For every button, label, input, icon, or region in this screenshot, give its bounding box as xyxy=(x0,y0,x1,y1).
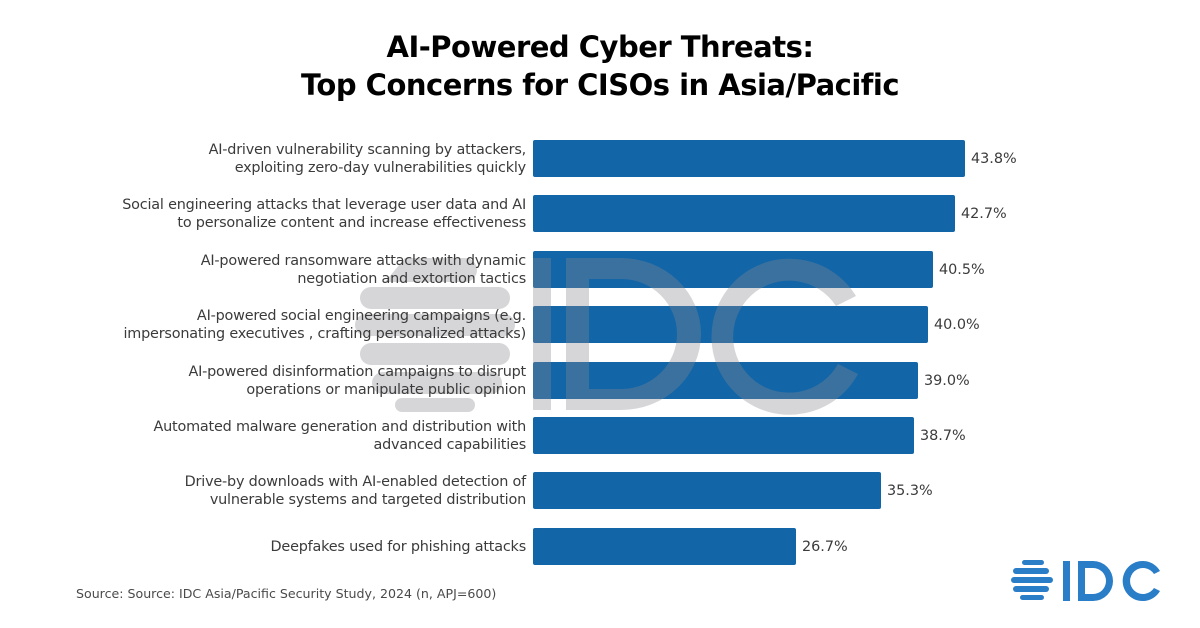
category-label: AI-powered disinformation campaigns to d… xyxy=(188,364,526,398)
value-label: 40.5% xyxy=(939,262,985,278)
category-label: Automated malware generation and distrib… xyxy=(153,419,526,453)
bar xyxy=(533,251,933,288)
value-label: 39.0% xyxy=(924,373,970,389)
value-label: 40.0% xyxy=(934,317,980,333)
value-label: 42.7% xyxy=(961,206,1007,222)
chart-title-line-1: AI-Powered Cyber Threats: xyxy=(386,30,814,64)
category-label: Drive-by downloads with AI-enabled detec… xyxy=(184,474,527,508)
category-label: AI-driven vulnerability scanning by atta… xyxy=(208,142,527,176)
bar xyxy=(533,362,918,399)
value-label: 35.3% xyxy=(887,483,933,499)
chart-row: Drive-by downloads with AI-enabled detec… xyxy=(0,472,1200,510)
bar xyxy=(533,528,796,565)
bar xyxy=(533,306,928,343)
value-label: 43.8% xyxy=(971,151,1017,167)
chart-row: Automated malware generation and distrib… xyxy=(0,417,1200,455)
chart-row: AI-driven vulnerability scanning by atta… xyxy=(0,140,1200,178)
idc-logo-icon xyxy=(1011,560,1160,601)
bar xyxy=(533,472,881,509)
bar xyxy=(533,195,955,232)
chart-title: AI-Powered Cyber Threats: Top Concerns f… xyxy=(0,28,1200,104)
chart-row: AI-powered ransomware attacks with dynam… xyxy=(0,251,1200,289)
category-label: Deepfakes used for phishing attacks xyxy=(270,539,527,555)
chart-row: AI-powered social engineering campaigns … xyxy=(0,306,1200,344)
category-label: AI-powered ransomware attacks with dynam… xyxy=(200,253,526,287)
chart-row: Social engineering attacks that leverage… xyxy=(0,195,1200,233)
category-label: Social engineering attacks that leverage… xyxy=(122,197,526,231)
chart-title-line-2: Top Concerns for CISOs in Asia/Pacific xyxy=(300,68,900,102)
chart-row: Deepfakes used for phishing attacks 26.7… xyxy=(0,528,1200,566)
source-note: Source: Source: IDC Asia/Pacific Securit… xyxy=(76,586,497,601)
value-label: 26.7% xyxy=(802,539,848,555)
value-label: 38.7% xyxy=(920,428,966,444)
bar xyxy=(533,417,914,454)
category-label: AI-powered social engineering campaigns … xyxy=(123,308,527,342)
chart-row: AI-powered disinformation campaigns to d… xyxy=(0,362,1200,400)
bar xyxy=(533,140,965,177)
